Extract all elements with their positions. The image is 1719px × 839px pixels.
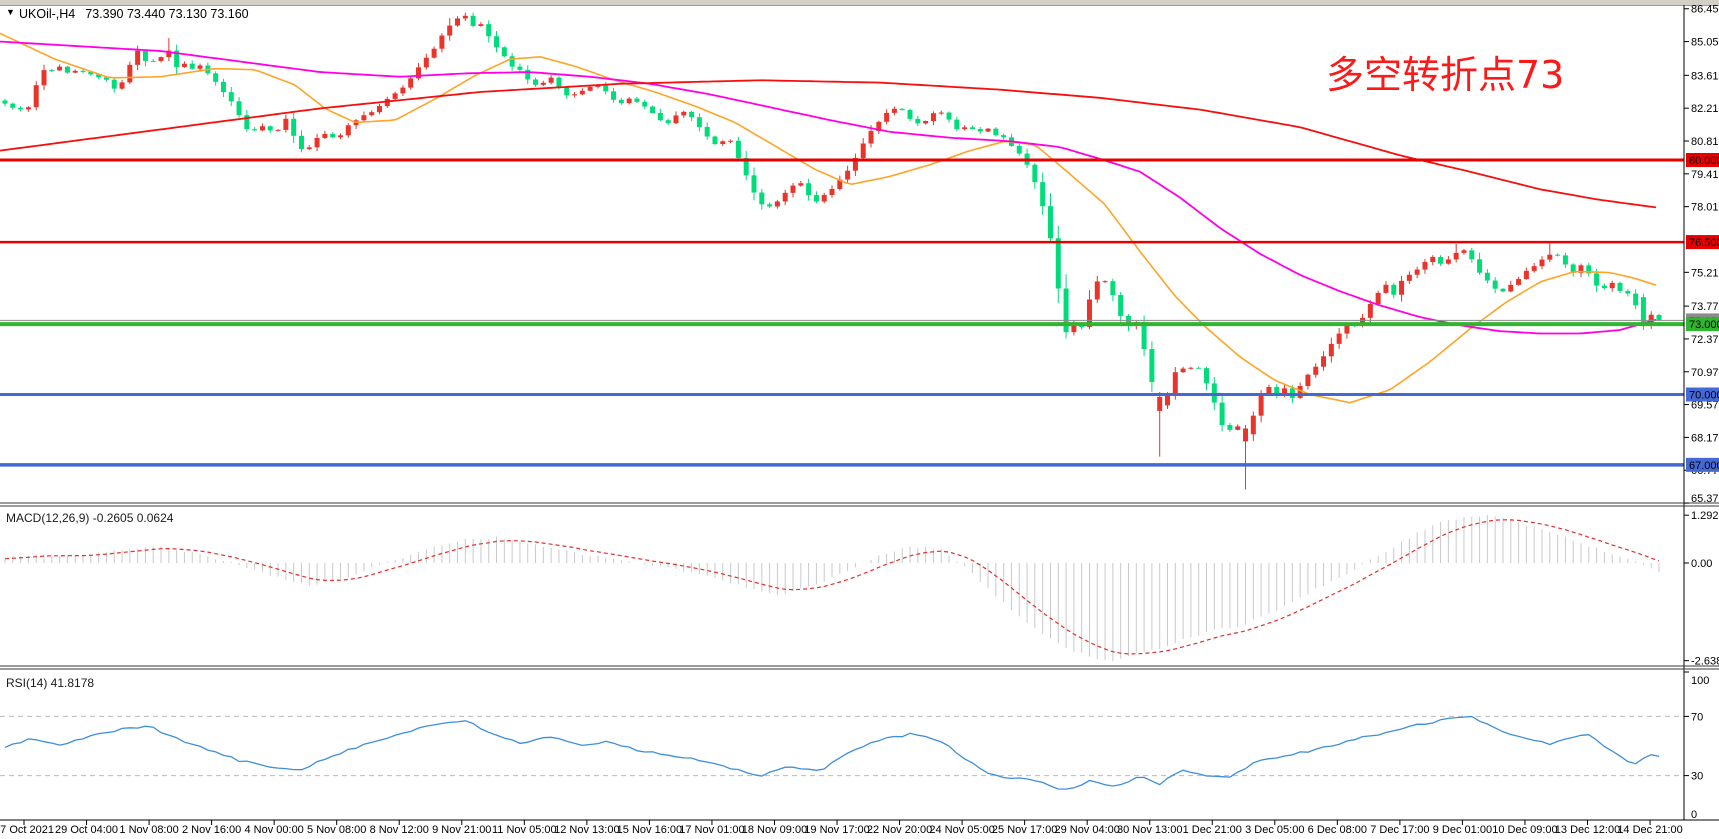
time-axis-label: 8 Nov 12:00 [370,824,429,836]
price-badge-label: 76.500 [1689,237,1719,249]
macd-tick-label: 0.00 [1691,558,1712,570]
time-axis-label: 7 Dec 17:00 [1370,824,1429,836]
price-tick-label: 86.450 [1691,4,1719,16]
rsi-indicator-label: RSI(14) 41.8178 [6,676,95,690]
ma-mid-magenta [0,40,1657,335]
price-tick-label: 79.410 [1691,169,1719,181]
time-axis-label: 27 Oct 2021 [0,824,54,836]
macd-signal-line [4,519,1660,655]
time-axis-label: 22 Nov 20:00 [867,824,932,836]
price-tick-label: 75.210 [1691,267,1719,279]
rsi-tick-label: 100 [1691,675,1709,687]
time-axis-label: 6 Dec 08:00 [1308,824,1367,836]
price-tick-label: 78.010 [1691,202,1719,214]
price-badge-76.500 [1686,235,1719,250]
time-axis-label: 15 Nov 16:00 [617,824,682,836]
price-tick-label: 83.610 [1691,70,1719,82]
annotation-text: 多空转折点73 [1326,53,1565,97]
macd-indicator-label: MACD(12,26,9) -0.2605 0.0624 [6,511,174,525]
price-badge-label: 67.000 [1689,460,1719,472]
price-tick-label: 68.170 [1691,432,1719,444]
time-axis-label: 30 Nov 13:00 [1117,824,1182,836]
price-tick-label: 85.050 [1691,37,1719,49]
time-axis-label: 11 Nov 05:00 [492,824,557,836]
ohlc-values: 73.390 73.440 73.130 73.160 [85,7,249,21]
time-axis-label: 25 Nov 17:00 [992,824,1057,836]
rsi-tick-label: 30 [1691,771,1703,783]
time-axis-label: 9 Nov 21:00 [432,824,491,836]
symbol-ohlc-title: UKOil-,H4 73.390 73.440 73.130 73.160 [19,7,249,21]
time-axis-label: 4 Nov 00:00 [244,824,303,836]
price-badge-label: 70.000 [1689,390,1719,402]
price-tick-label: 82.210 [1691,103,1719,115]
time-axis-label: 5 Nov 08:00 [307,824,366,836]
time-axis-label: 9 Dec 01:00 [1433,824,1492,836]
time-axis-label: 29 Oct 04:00 [55,824,118,836]
symbol-dropdown-icon[interactable]: ▼ [6,7,15,17]
time-axis-label: 17 Nov 01:00 [679,824,744,836]
candlesticks [2,12,1662,490]
price-badge-73.000 [1686,317,1719,332]
price-badge-67.000 [1686,457,1719,472]
time-axis-label: 12 Nov 13:00 [554,824,619,836]
price-tick-label: 73.770 [1691,301,1719,313]
window-top-strip [0,0,1719,6]
time-axis-label: 18 Nov 09:00 [742,824,807,836]
price-tick-label: 69.570 [1691,400,1719,412]
macd-histogram [4,515,1660,662]
price-tick-label: 70.970 [1691,367,1719,379]
symbol-name: UKOil-,H4 [19,7,76,21]
rsi-tick-label: 70 [1691,711,1703,723]
price-badge-label: 80.000 [1689,155,1719,167]
time-axis-label: 14 Dec 21:00 [1617,824,1682,836]
time-axis-label: 29 Nov 04:00 [1054,824,1119,836]
rsi-line [4,715,1660,790]
price-tick-label: 72.370 [1691,334,1719,346]
price-badge-70.000 [1686,387,1719,402]
time-axis-label: 13 Dec 12:00 [1555,824,1620,836]
time-axis-label: 1 Nov 08:00 [119,824,178,836]
rsi-tick-label: 0 [1691,809,1697,821]
price-badge-80.000 [1686,153,1719,167]
time-axis-label: 3 Dec 05:00 [1245,824,1304,836]
time-axis-label: 19 Nov 17:00 [804,824,869,836]
time-axis-label: 1 Dec 21:00 [1183,824,1242,836]
macd-tick-label: 1.2924 [1691,510,1719,522]
macd-tick-label: -2.6386 [1691,656,1719,668]
time-axis-label: 10 Dec 09:00 [1492,824,1557,836]
ma-slow-red [0,79,1657,209]
price-tick-label: 65.370 [1691,493,1719,505]
time-axis-label: 2 Nov 16:00 [182,824,241,836]
price-tick-label: 80.810 [1691,136,1719,148]
price-badge-label: 73.000 [1689,319,1719,331]
time-axis-label: 24 Nov 05:00 [929,824,994,836]
